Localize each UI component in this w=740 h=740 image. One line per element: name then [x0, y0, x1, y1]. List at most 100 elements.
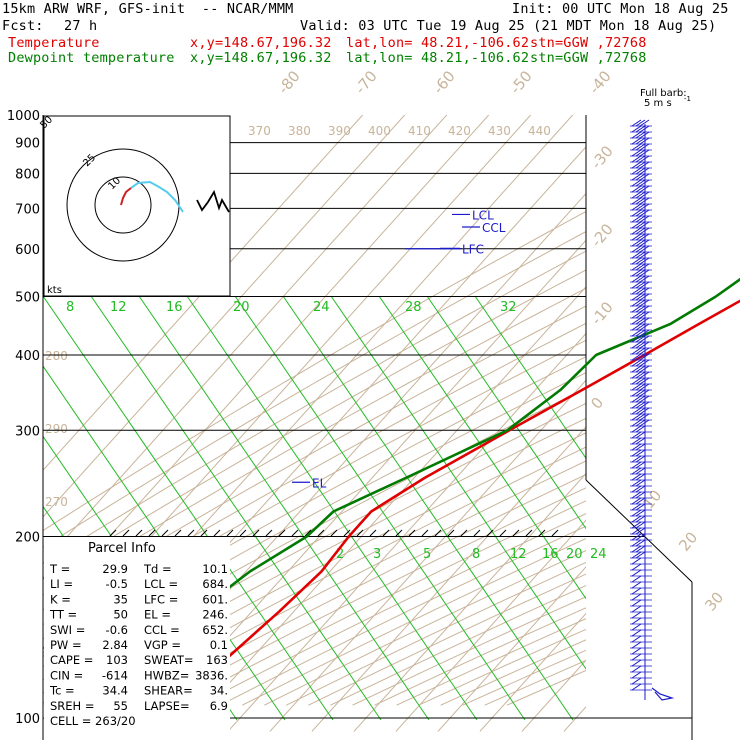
wind-barb [631, 551, 642, 559]
wind-barb [631, 371, 642, 379]
wind-barb [635, 533, 646, 541]
isotherm-line [43, 115, 490, 611]
isotherm-line [43, 115, 448, 565]
parcel-info-value: 652. [202, 623, 228, 637]
wind-barb [635, 161, 646, 169]
dry-adiabat-line [330, 585, 586, 706]
wind-barb [631, 149, 642, 157]
wind-barb [635, 455, 646, 463]
theta-label: 410 [408, 124, 431, 138]
isotherm-label: -40 [585, 67, 615, 97]
wind-barb [635, 119, 646, 127]
freezing-tick [135, 529, 143, 537]
freezing-tick [408, 529, 416, 537]
freezing-tick [473, 529, 481, 537]
mixing-ratio-line [378, 295, 586, 600]
wind-barb [631, 533, 642, 541]
wind-barb [635, 425, 646, 433]
parcel-info-label: Tc = [49, 684, 75, 698]
dry-adiabat-line [43, 269, 586, 581]
mixing-ratio-label: 32 [500, 300, 517, 315]
wind-barb [639, 407, 650, 415]
wind-barb [635, 203, 646, 211]
wind-barb [635, 497, 646, 505]
mixing-ratio-line [186, 295, 478, 721]
theta-label: 400 [368, 124, 391, 138]
wind-barb [631, 659, 642, 667]
parcel-info-value: -614 [102, 668, 128, 682]
wind-barb [639, 365, 650, 373]
wind-barb [635, 503, 646, 511]
theta-label: 390 [328, 124, 351, 138]
pressure-label: 700 [15, 202, 40, 217]
wind-barb [635, 491, 646, 499]
wind-barb [631, 653, 642, 661]
wind-barb [631, 173, 642, 181]
mixing-ratio-label: 24 [590, 547, 607, 562]
wind-barb [631, 209, 642, 217]
wind-barb [631, 143, 642, 151]
dry-adiabat-line [65, 432, 586, 706]
parcel-info-title: Parcel Info [88, 541, 156, 556]
wind-barb [635, 335, 646, 343]
wind-barb [635, 485, 646, 493]
isotherm-line [43, 115, 406, 518]
wind-barb [639, 245, 650, 253]
wind-barb [635, 131, 646, 139]
wind-barb [631, 305, 642, 313]
parcel-info-box: Parcel Info T = 29.9 Td = 10.1 LI = -0.5 LCL = 6… [44, 537, 230, 733]
wind-barb [631, 611, 642, 619]
parcel-info-label: HWBZ= [144, 668, 189, 682]
wind-barb [635, 191, 646, 199]
wind-barb [635, 401, 646, 409]
wind-barb [635, 329, 646, 337]
mixing-ratio-label: 8 [66, 300, 74, 315]
freezing-tick [317, 529, 325, 537]
wind-barb [635, 449, 646, 457]
dry-adiabat-line [43, 305, 586, 611]
wind-barb [631, 563, 642, 571]
mixing-ratio-line [474, 295, 586, 460]
pressure-label: 100 [15, 712, 40, 727]
wind-barb [639, 233, 650, 241]
mixing-ratio-label: 16 [166, 300, 183, 315]
wind-barb [631, 131, 642, 139]
wind-barb [635, 527, 646, 535]
wind-barb [631, 605, 642, 613]
dry-adiabat-line [241, 537, 586, 706]
wind-barb [631, 287, 642, 295]
wind-barb [631, 485, 642, 493]
wind-barb [635, 353, 646, 361]
wind-barb [631, 347, 642, 355]
wind-barb [639, 377, 650, 385]
dewpoint-station: stn=GGW ,72768 [530, 50, 647, 66]
mixing-ratio-label: 12 [510, 547, 527, 562]
wind-barb [635, 407, 646, 415]
freezing-tick [525, 529, 533, 537]
pressure-label: 400 [15, 349, 40, 364]
mixing-ratio-label: 16 [542, 547, 559, 562]
wind-barb [639, 383, 650, 391]
theta-label: 440 [528, 124, 551, 138]
wind-barb [635, 257, 646, 265]
wind-barb [639, 227, 650, 235]
isotherm-label: -60 [429, 67, 459, 97]
wind-barb [639, 215, 650, 223]
lfc-level-label: LFC [462, 242, 484, 256]
theta-label: 430 [488, 124, 511, 138]
wind-barb [635, 359, 646, 367]
parcel-info-label: VGP = [144, 638, 181, 652]
parcel-info-label: SREH = [50, 699, 95, 713]
wind-barb [635, 275, 646, 283]
wind-barb [631, 623, 642, 631]
barb-legend-line2: 5 m s [644, 98, 672, 109]
wind-barb [639, 305, 650, 313]
wind-barb [631, 515, 642, 523]
freezing-tick [330, 529, 338, 537]
wind-barb [631, 467, 642, 475]
hodograph-units: kts [47, 285, 62, 296]
wind-barb [635, 293, 646, 301]
mixing-ratio-line [43, 295, 334, 721]
